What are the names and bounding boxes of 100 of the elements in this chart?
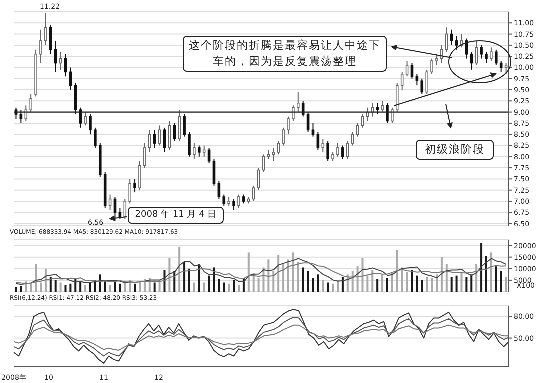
candlestick [89, 114, 92, 136]
bar [476, 264, 478, 292]
bar [332, 284, 334, 292]
candlestick [342, 145, 344, 160]
bar [460, 274, 463, 292]
bar [248, 252, 250, 292]
candlestick [326, 140, 330, 162]
bar [50, 276, 52, 292]
candlestick [381, 100, 384, 113]
bar [30, 284, 32, 292]
candlestick [356, 122, 360, 138]
candlestick [148, 130, 152, 153]
bar [233, 280, 236, 292]
candlestick [391, 107, 394, 124]
candlestick [485, 52, 488, 64]
bar [20, 286, 22, 292]
bar [292, 252, 294, 292]
bar [426, 276, 428, 292]
line-series [16, 262, 508, 284]
candlestick [351, 132, 354, 146]
bar [446, 264, 448, 292]
candlestick [346, 140, 350, 160]
bar [456, 276, 458, 292]
bar [124, 282, 126, 292]
candlestick [168, 120, 172, 151]
bar [322, 280, 324, 292]
candlestick [44, 12, 48, 46]
candlestick [322, 138, 325, 153]
candlestick [455, 36, 458, 50]
bar [203, 282, 206, 292]
bar [297, 262, 300, 292]
bar [382, 274, 384, 292]
candlestick [416, 74, 419, 86]
candlestick [20, 110, 23, 124]
bar [406, 272, 408, 292]
candlestick [410, 62, 414, 80]
bar [138, 282, 141, 292]
bar [505, 276, 508, 292]
candlestick [386, 102, 389, 124]
candlestick [470, 52, 474, 70]
bar [262, 268, 265, 292]
candlestick [420, 78, 424, 95]
candlestick [287, 116, 290, 136]
bar [89, 282, 92, 292]
bar [70, 284, 72, 292]
candlestick [257, 168, 260, 191]
candlestick [188, 132, 191, 158]
candlestick [49, 24, 52, 55]
bar [188, 268, 190, 292]
bar [114, 282, 116, 292]
bar [208, 276, 210, 292]
bar [302, 268, 304, 292]
candlestick [193, 143, 196, 160]
candlestick [430, 58, 434, 75]
candlestick [440, 44, 444, 64]
candlestick [153, 130, 156, 148]
candlestick [272, 147, 276, 162]
bar [307, 271, 310, 292]
bar [352, 271, 354, 292]
candlestick [24, 105, 28, 122]
candlestick [252, 185, 256, 202]
candlestick [40, 29, 42, 64]
bar [168, 258, 171, 292]
candlestick [450, 29, 454, 46]
bar [396, 250, 398, 292]
candlestick [84, 112, 87, 126]
bar [223, 282, 226, 292]
bar [54, 280, 57, 292]
candlestick [445, 27, 448, 53]
bar [238, 285, 240, 292]
candlestick [490, 47, 493, 62]
bar [134, 284, 136, 292]
bar [109, 285, 112, 292]
bar [99, 274, 102, 292]
candlestick [361, 114, 364, 128]
bar [287, 260, 290, 292]
candlestick [312, 122, 315, 138]
bar [436, 274, 438, 292]
bar [391, 272, 394, 292]
bar [40, 282, 42, 292]
bar [278, 255, 280, 292]
candlestick [480, 44, 483, 60]
candlestick [436, 54, 438, 66]
bar [154, 282, 156, 292]
candlestick [316, 132, 320, 151]
candlestick [64, 54, 68, 78]
bar [84, 285, 87, 292]
candlestick [202, 145, 206, 158]
bar [119, 284, 122, 292]
bar [490, 252, 492, 292]
bar [480, 243, 483, 292]
bar [64, 285, 67, 292]
bar [80, 282, 82, 292]
candlestick [282, 127, 285, 146]
candlestick [406, 60, 409, 78]
bar [366, 276, 369, 292]
bar [272, 271, 275, 292]
candlestick [54, 40, 58, 73]
bar [193, 282, 196, 292]
bar [362, 258, 364, 292]
